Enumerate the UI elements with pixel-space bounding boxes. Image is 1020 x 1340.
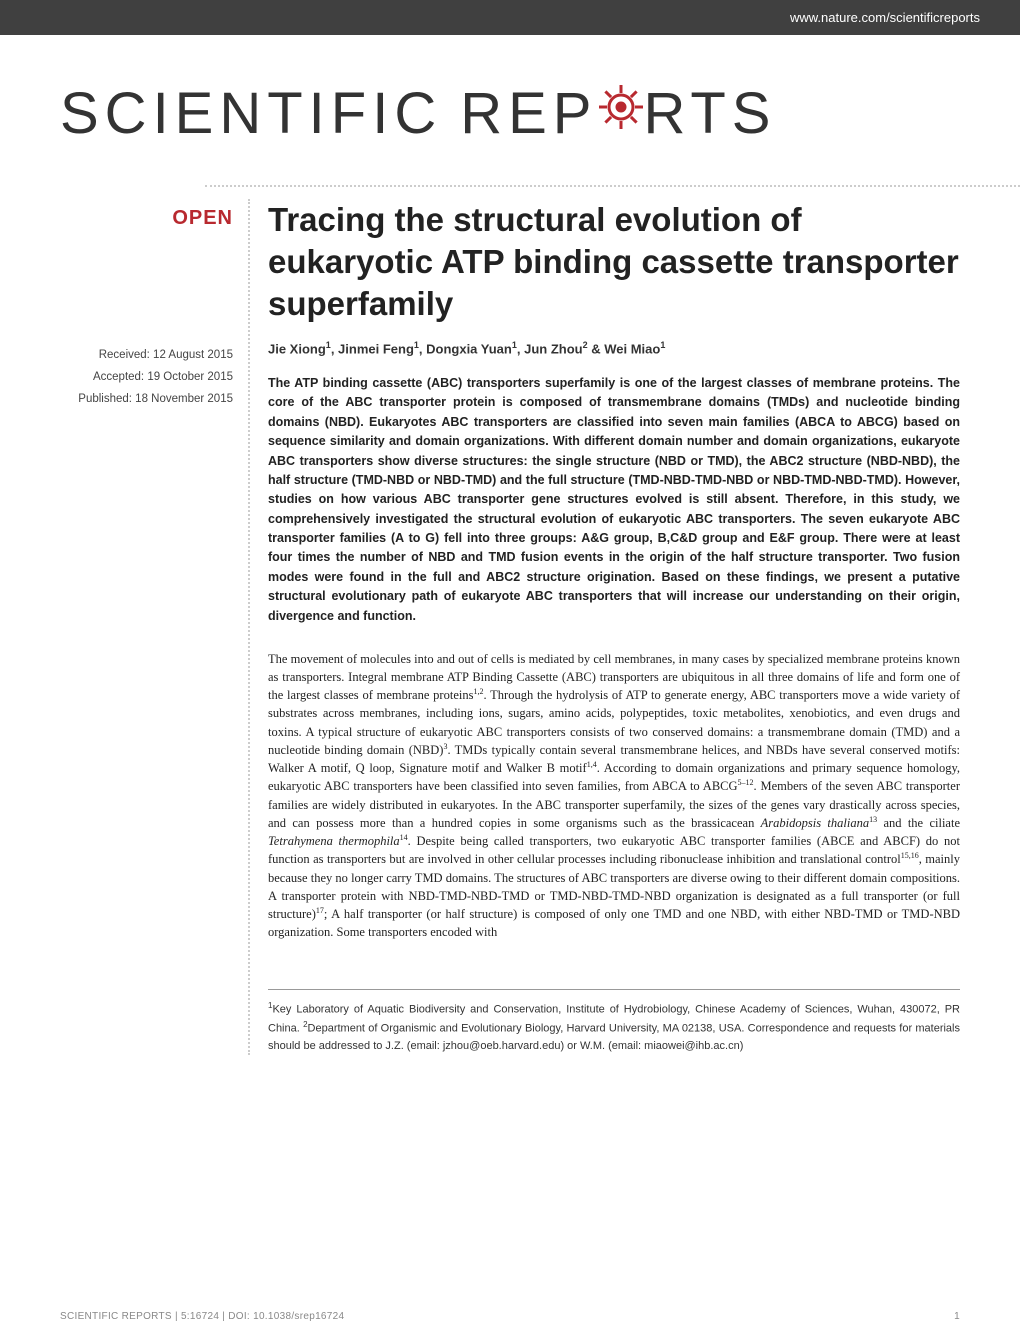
authors-list: Jie Xiong1, Jinmei Feng1, Dongxia Yuan1,… (268, 340, 960, 356)
accepted-date: Accepted: 19 October 2015 (60, 367, 233, 389)
page-footer: SCIENTIFIC REPORTS | 5:16724 | DOI: 10.1… (60, 1311, 960, 1322)
received-date: Received: 12 August 2015 (60, 345, 233, 367)
dates-block: Received: 12 August 2015 Accepted: 19 Oc… (60, 345, 233, 411)
published-date: Published: 18 November 2015 (60, 389, 233, 411)
logo-text: SCIENTIFIC REP RTS (60, 80, 960, 147)
journal-url: www.nature.com/scientificreports (790, 10, 980, 25)
logo-part2: REP (460, 80, 597, 147)
main-content: Tracing the structural evolution of euka… (250, 199, 960, 1055)
logo-part3: RTS (644, 80, 777, 147)
page-number: 1 (954, 1311, 960, 1322)
content-row: OPEN Received: 12 August 2015 Accepted: … (0, 199, 1020, 1055)
body-paragraph: The movement of molecules into and out o… (268, 650, 960, 941)
logo-part1: SCIENTIFIC (60, 80, 442, 147)
divider (205, 185, 1020, 187)
article-title: Tracing the structural evolution of euka… (268, 199, 960, 326)
abstract: The ATP binding cassette (ABC) transport… (268, 374, 960, 626)
open-access-badge: OPEN (60, 199, 233, 237)
citation: SCIENTIFIC REPORTS | 5:16724 | DOI: 10.1… (60, 1311, 344, 1322)
journal-header: www.nature.com/scientificreports (0, 0, 1020, 35)
gear-icon (595, 80, 647, 147)
left-sidebar: OPEN Received: 12 August 2015 Accepted: … (60, 199, 250, 1055)
affiliations: 1Key Laboratory of Aquatic Biodiversity … (268, 989, 960, 1054)
journal-logo: SCIENTIFIC REP RTS (0, 35, 1020, 177)
